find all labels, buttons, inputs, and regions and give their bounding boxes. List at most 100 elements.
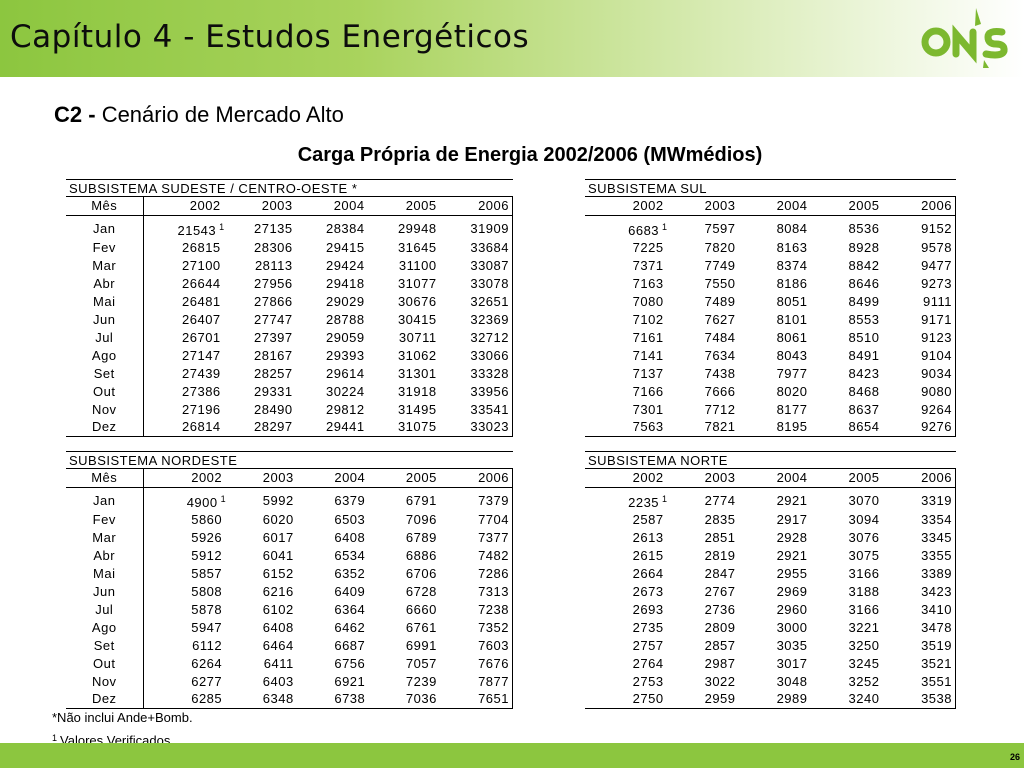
value-cell: 7379 (439, 487, 513, 511)
table-row: Mai 26481 27866 29029 30676 32651 (66, 292, 513, 311)
table-row: Set 6112 6464 6687 6991 7603 (66, 636, 513, 655)
value-cell: 6791 (368, 487, 440, 511)
value-cell: 7603 (439, 636, 513, 655)
value-cell: 2851 (667, 529, 739, 547)
value-text: 31909 (470, 220, 509, 236)
value-cell: 9152 (882, 215, 957, 239)
value-cell: 2960 (739, 601, 811, 619)
value-text: 7352 (478, 619, 509, 635)
value-text: 2960 (776, 601, 808, 617)
value-text: 2767 (704, 583, 736, 599)
value-text: 8536 (848, 220, 880, 236)
value-text: 3075 (848, 547, 880, 563)
value-cell: 2767 (667, 583, 739, 601)
value-cell: 33956 (439, 382, 513, 401)
value-cell: 2847 (667, 565, 739, 583)
value-text: 31918 (397, 383, 437, 399)
value-cell: 6348 (225, 691, 297, 709)
value-cell: 3094 (810, 511, 882, 529)
value-text: 7163 (632, 275, 664, 291)
month-cell: Jun (66, 582, 144, 601)
value-text: 7712 (704, 401, 736, 417)
value-text: 2959 (704, 691, 736, 707)
value-text: 5926 (191, 529, 223, 545)
column-header-year: 2006 (439, 469, 513, 488)
value-cell: 3017 (739, 655, 811, 673)
value-cell: 30711 (368, 329, 440, 347)
value-text: 27196 (182, 401, 221, 417)
value-text: 33541 (470, 401, 509, 417)
value-text: 6462 (334, 619, 366, 635)
value-text: 6789 (405, 529, 437, 545)
value-cell: 2969 (739, 583, 811, 601)
table-norte: SUBSISTEMA NORTE 2002 2003 2004 2005 2006 2235… (585, 451, 957, 709)
table-row: Fev 5860 6020 6503 7096 7704 (66, 510, 513, 529)
value-cell: 7225 (585, 239, 667, 257)
value-text: 7137 (632, 365, 664, 381)
value-text: 3094 (848, 511, 880, 527)
value-text: 3345 (921, 529, 952, 545)
table-row: Jun 5808 6216 6409 6728 7313 (66, 582, 513, 601)
value-text: 6464 (262, 637, 294, 653)
value-text: 29393 (325, 347, 365, 363)
table-caption: SUBSISTEMA SUDESTE / CENTRO-OESTE * (66, 179, 513, 197)
value-text: 29059 (325, 329, 365, 345)
value-text: 27866 (253, 293, 293, 309)
value-text: 8084 (776, 220, 808, 236)
value-cell: 7438 (667, 365, 739, 383)
value-text: 5947 (191, 619, 223, 635)
value-cell: 2587 (585, 511, 667, 529)
value-text: 30676 (397, 293, 437, 309)
value-text: 3250 (848, 637, 880, 653)
value-text: 7666 (704, 383, 736, 399)
value-text: 6364 (334, 601, 366, 617)
value-text: 3252 (848, 673, 880, 689)
month-cell: Out (66, 382, 144, 401)
scenario-text: Cenário de Mercado Alto (101, 102, 344, 127)
value-text: 6403 (262, 673, 294, 689)
value-cell: 28384 (296, 215, 368, 239)
table-row: 2673 2767 2969 3188 3423 (585, 582, 957, 601)
table-caption: SUBSISTEMA NORDESTE (66, 451, 513, 469)
value-text: 31645 (397, 239, 437, 255)
value-text: 3022 (704, 673, 736, 689)
month-cell: Abr (66, 274, 144, 293)
table-row: Out 6264 6411 6756 7057 7676 (66, 654, 513, 673)
value-text: 8423 (848, 365, 880, 381)
value-text: 3070 (848, 492, 880, 508)
value-cell: 8020 (739, 383, 811, 401)
value-text: 8020 (776, 383, 808, 399)
value-text: 7877 (478, 673, 509, 689)
value-cell: 8061 (739, 329, 811, 347)
value-cell: 27135 (224, 215, 296, 239)
value-cell: 3478 (882, 618, 957, 637)
value-cell: 9578 (882, 238, 957, 257)
value-text: 6687 (334, 637, 366, 653)
value-text: 2917 (776, 511, 808, 527)
column-header-year: 2006 (882, 469, 957, 488)
value-cell: 29393 (296, 347, 368, 365)
data-table: 2002 2003 2004 2005 2006 2235 1 2774 2921 3070 331… (585, 469, 957, 709)
value-cell: 3521 (882, 654, 957, 673)
value-text: 6408 (262, 619, 294, 635)
value-cell: 3221 (810, 619, 882, 637)
value-cell: 7137 (585, 365, 667, 383)
table-row: 7301 7712 8177 8637 9264 (585, 400, 957, 419)
table-title: Carga Própria de Energia 2002/2006 (MWmé… (297, 144, 763, 166)
value-cell: 8654 (810, 419, 882, 437)
value-text: 5857 (191, 565, 223, 581)
value-cell: 2615 (585, 547, 667, 565)
value-text: 2764 (632, 655, 664, 671)
value-text: 9264 (921, 401, 952, 417)
value-text: 6352 (334, 565, 366, 581)
table-row: Jul 5878 6102 6364 6660 7238 (66, 600, 513, 619)
value-cell: 8101 (739, 311, 811, 329)
value-text: 28297 (253, 419, 293, 435)
value-text: 27147 (182, 347, 221, 363)
value-cell: 3354 (882, 510, 957, 529)
table-row: 6683 1 7597 8084 8536 9152 (585, 215, 957, 239)
value-text: 31495 (397, 401, 437, 417)
table-row: 2587 2835 2917 3094 3354 (585, 510, 957, 529)
value-text: 7036 (405, 691, 437, 707)
value-text: 8510 (848, 329, 880, 345)
